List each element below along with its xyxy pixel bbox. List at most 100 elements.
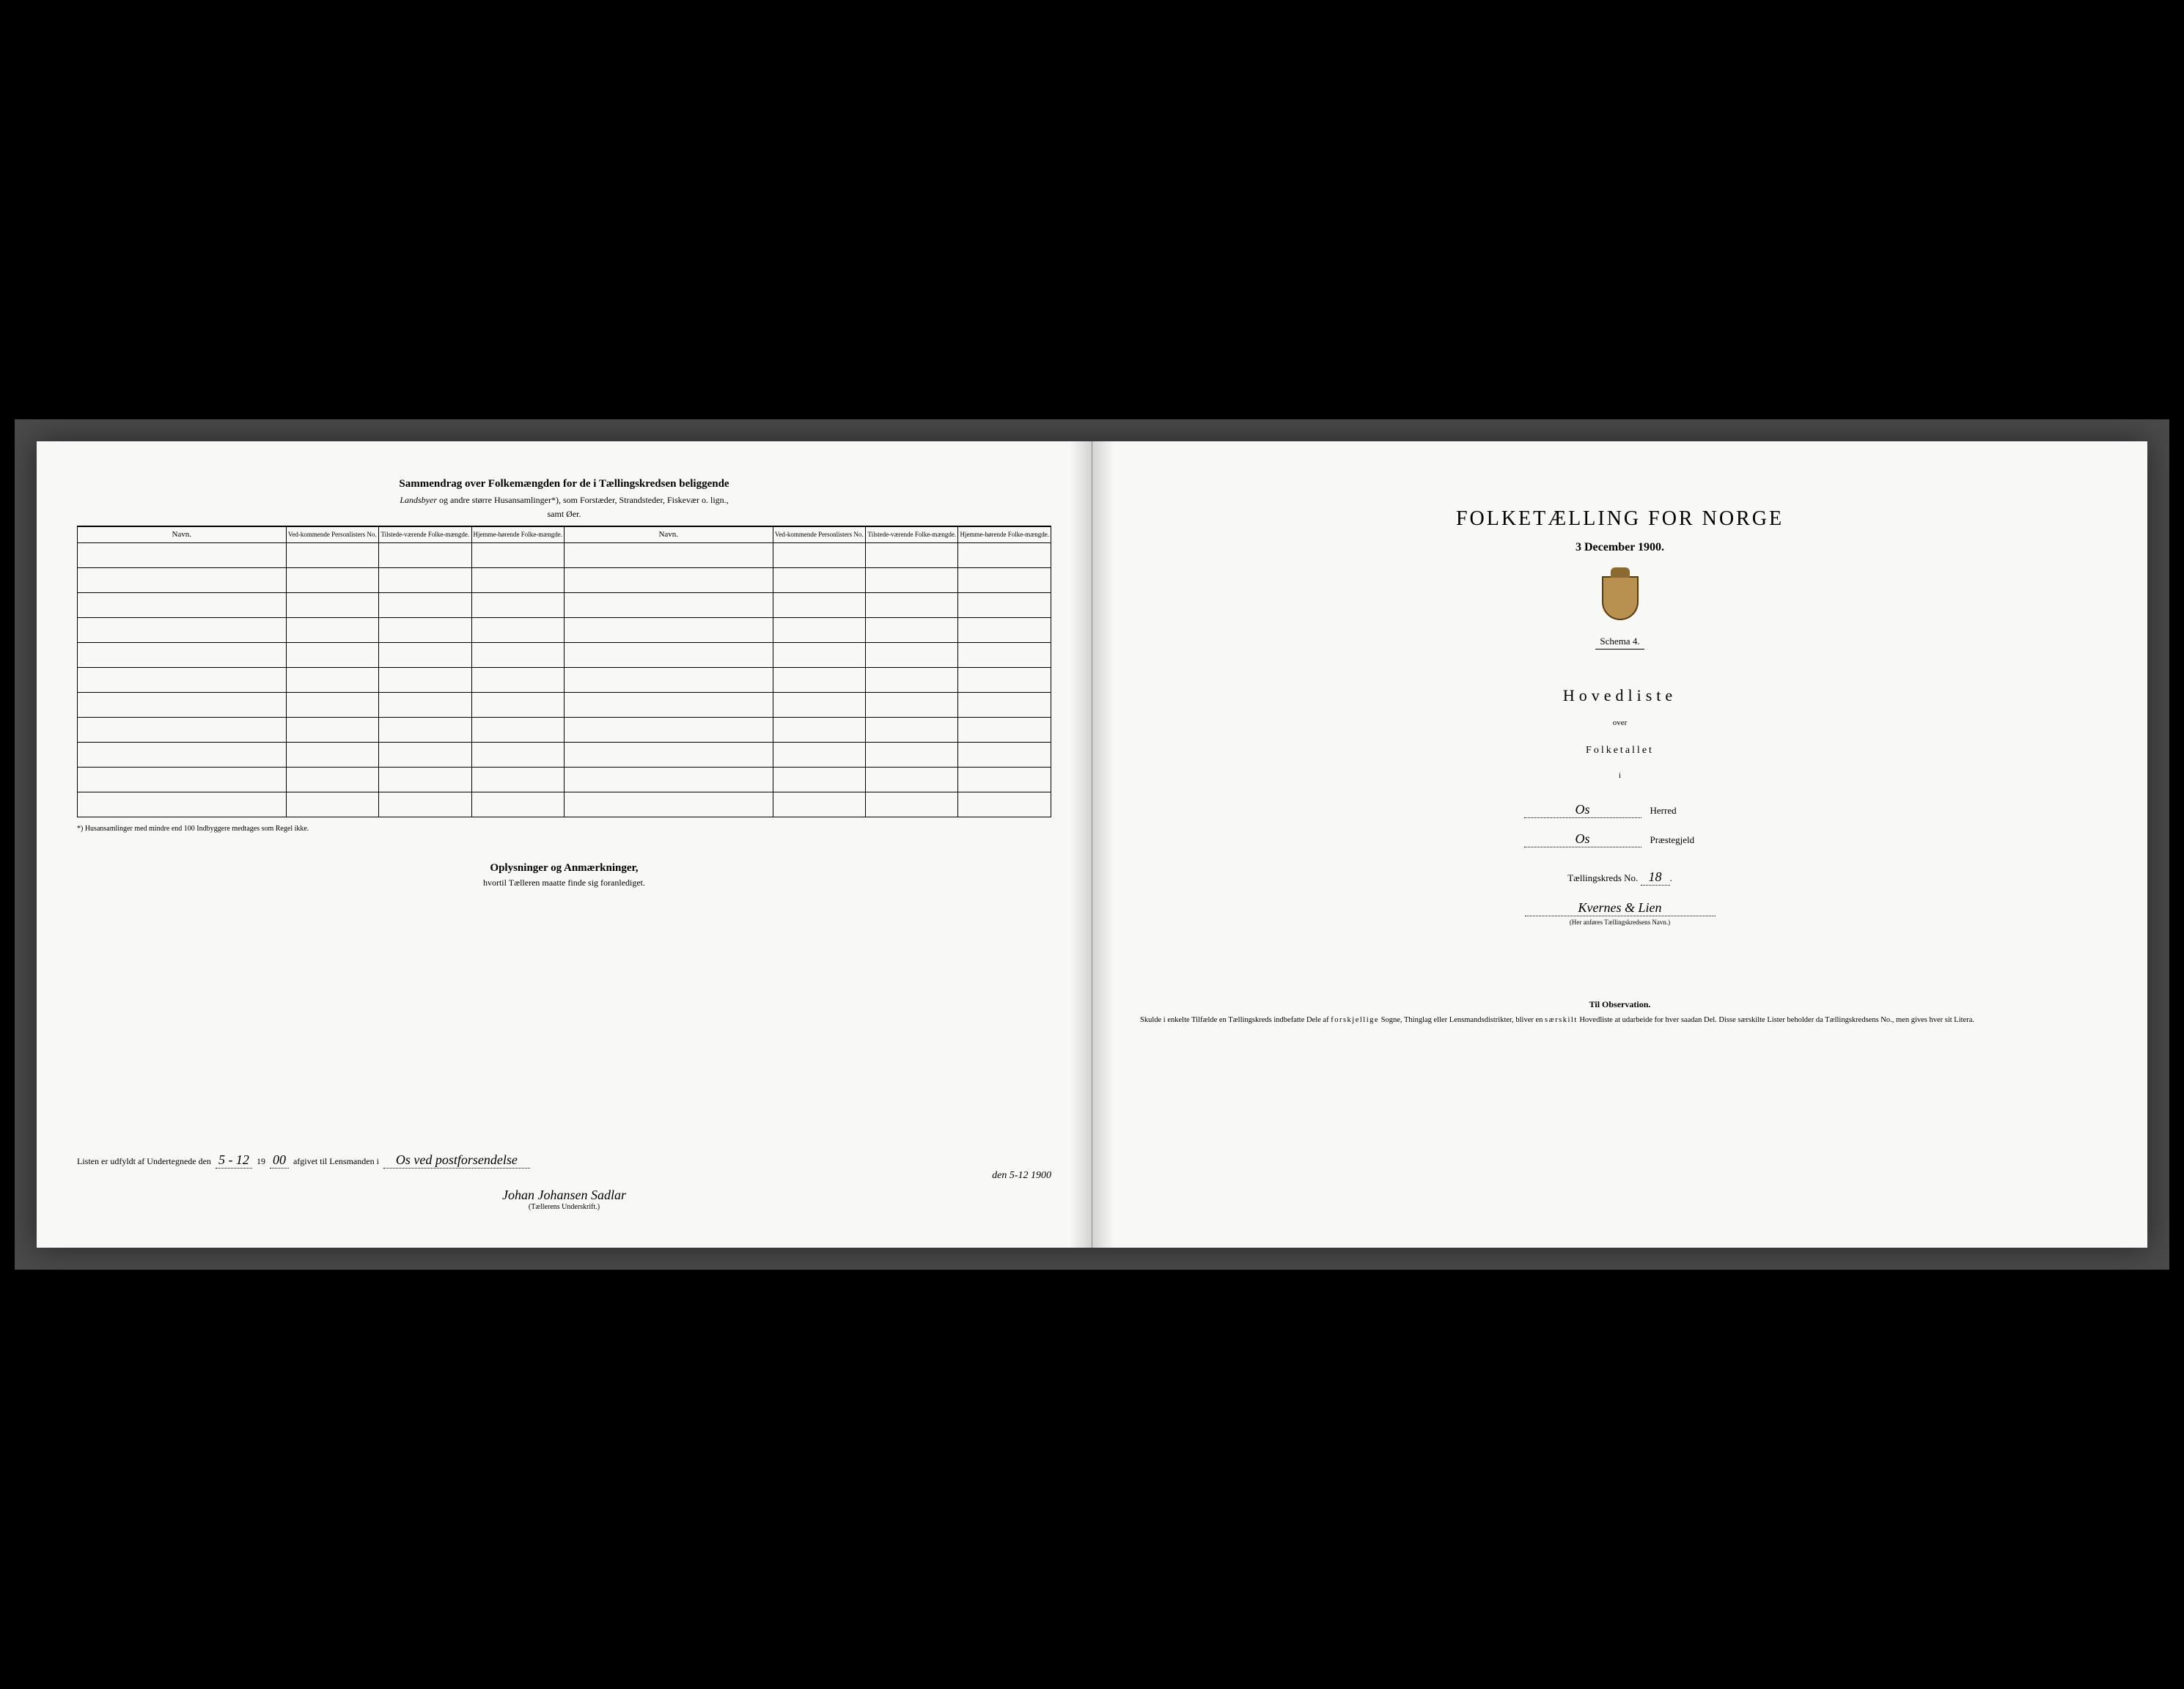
observation-block: Til Observation. Skulde i enkelte Tilfæl… [1133,999,2107,1026]
table-cell [958,643,1051,668]
table-cell [78,768,287,792]
summary-sub-italic: Landsbyer [400,495,437,505]
summary-subtitle-1: Landsbyer og andre større Husansamlinger… [77,495,1051,506]
table-cell [866,792,958,817]
table-cell [564,593,773,618]
table-row [78,543,1051,568]
table-cell [379,693,471,718]
herred-row: Os Herred [1133,802,2107,818]
kreds-name-wrap: Kvernes & Lien [1133,900,2107,916]
prestegjeld-value: Os [1524,831,1641,847]
table-cell [773,768,865,792]
signature-line: Listen er udfyldt af Undertegnede den 5 … [77,1152,1051,1169]
observation-text: Skulde i enkelte Tilfælde en Tællingskre… [1133,1015,2107,1026]
table-cell [379,743,471,768]
crest-shield [1602,576,1639,620]
table-cell [866,643,958,668]
book-spread: Sammendrag over Folkemængden for de i Tæ… [37,441,2147,1248]
over-label: over [1133,718,2107,727]
summary-subtitle-2: samt Øer. [77,509,1051,520]
table-cell [379,543,471,568]
table-cell [564,568,773,593]
table-cell [471,593,564,618]
table-cell [286,743,378,768]
table-cell [958,568,1051,593]
folketallet-label: Folketallet [1133,745,2107,757]
sig-extra: den 5-12 1900 [77,1170,1051,1182]
table-cell [471,568,564,593]
table-cell [866,743,958,768]
table-cell [866,668,958,693]
table-cell [379,593,471,618]
table-row [78,743,1051,768]
scan-frame: Sammendrag over Folkemængden for de i Tæ… [15,419,2169,1270]
sig-date-day: 5 - 12 [216,1152,252,1169]
table-cell [773,668,865,693]
signature-block: Listen er udfyldt af Undertegnede den 5 … [77,1152,1051,1211]
table-cell [958,718,1051,743]
left-page: Sammendrag over Folkemængden for de i Tæ… [37,441,1092,1248]
table-cell [78,618,287,643]
sig-prefix: Listen er udfyldt af Undertegnede den [77,1156,211,1167]
table-cell [564,693,773,718]
table-cell [773,693,865,718]
table-cell [471,668,564,693]
table-cell [773,643,865,668]
observation-title: Til Observation. [1133,999,2107,1010]
footnote: *) Husansamlinger med mindre end 100 Ind… [77,825,1051,833]
table-cell [958,668,1051,693]
table-cell [286,668,378,693]
table-cell [379,768,471,792]
sig-year: 00 [270,1152,289,1169]
table-row [78,618,1051,643]
table-cell [471,543,564,568]
table-row [78,792,1051,817]
table-cell [471,743,564,768]
col-hjemme-1: Hjemme-hørende Folke-mængde. [471,527,564,543]
census-date: 3 December 1900. [1133,541,2107,554]
summary-table-body [78,543,1051,817]
sig-caption: (Tællerens Underskrift.) [77,1203,1051,1211]
table-header-row: Navn. Ved-kommende Personlisters No. Til… [78,527,1051,543]
table-cell [773,743,865,768]
table-cell [78,693,287,718]
herred-label: Herred [1650,805,1716,817]
table-cell [773,792,865,817]
census-title: FOLKETÆLLING FOR NORGE [1133,507,2107,531]
sig-name: Johan Johansen Sadlar [77,1188,1051,1203]
table-cell [958,768,1051,792]
table-cell [471,693,564,718]
table-cell [564,768,773,792]
table-row [78,643,1051,668]
table-cell [286,768,378,792]
table-cell [866,693,958,718]
table-cell [78,718,287,743]
col-hjemme-2: Hjemme-hørende Folke-mængde. [958,527,1051,543]
table-cell [773,568,865,593]
hovedliste-heading: Hovedliste [1133,686,2107,705]
coat-of-arms [1133,576,2107,620]
spine-shadow [1092,441,1114,1248]
schema-wrap: Schema 4. [1133,635,2107,650]
table-cell [773,618,865,643]
table-cell [958,543,1051,568]
col-tilstede-2: Tilstede-værende Folke-mængde. [866,527,958,543]
kreds-prefix: Tællingskreds No. [1567,872,1638,883]
table-cell [286,618,378,643]
table-row [78,768,1051,792]
summary-title: Sammendrag over Folkemængden for de i Tæ… [77,478,1051,490]
table-cell [471,618,564,643]
table-cell [773,593,865,618]
table-cell [866,568,958,593]
col-navn-1: Navn. [78,527,287,543]
table-cell [286,568,378,593]
table-cell [564,668,773,693]
table-cell [471,643,564,668]
table-cell [866,593,958,618]
kreds-row: Tællingskreds No. 18. [1133,869,2107,886]
schema-label: Schema 4. [1595,636,1644,650]
table-cell [564,543,773,568]
table-cell [958,618,1051,643]
oplysninger-sub: hvortil Tælleren maatte finde sig foranl… [77,877,1051,888]
kreds-name: Kvernes & Lien [1525,900,1716,916]
